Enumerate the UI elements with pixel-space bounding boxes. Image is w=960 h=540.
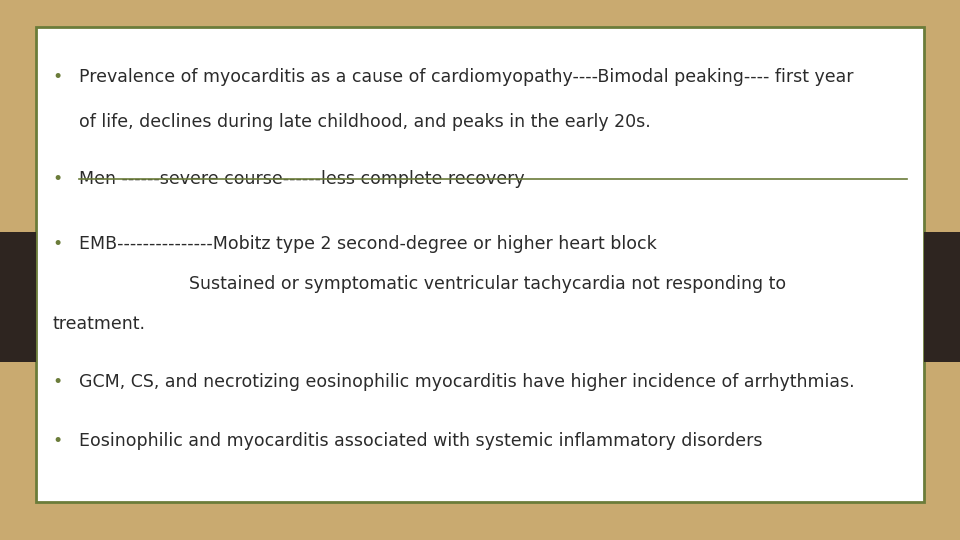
Text: •: •: [53, 235, 63, 253]
Text: Eosinophilic and myocarditis associated with systemic inflammatory disorders: Eosinophilic and myocarditis associated …: [79, 432, 762, 450]
Text: •: •: [53, 373, 63, 390]
Text: •: •: [53, 170, 63, 188]
Text: •: •: [53, 68, 63, 85]
Text: Sustained or symptomatic ventricular tachycardia not responding to: Sustained or symptomatic ventricular tac…: [79, 275, 786, 293]
Text: GCM, CS, and necrotizing eosinophilic myocarditis have higher incidence of arrhy: GCM, CS, and necrotizing eosinophilic my…: [79, 373, 854, 390]
Text: EMB---------------Mobitz type 2 second-degree or higher heart block: EMB---------------Mobitz type 2 second-d…: [79, 235, 657, 253]
Text: Men ------severe course------less complete recovery: Men ------severe course------less comple…: [79, 170, 524, 188]
Text: •: •: [53, 432, 63, 450]
Text: of life, declines during late childhood, and peaks in the early 20s.: of life, declines during late childhood,…: [79, 113, 651, 131]
Text: treatment.: treatment.: [53, 315, 146, 333]
Text: Prevalence of myocarditis as a cause of cardiomyopathy----Bimodal peaking---- fi: Prevalence of myocarditis as a cause of …: [79, 68, 853, 85]
